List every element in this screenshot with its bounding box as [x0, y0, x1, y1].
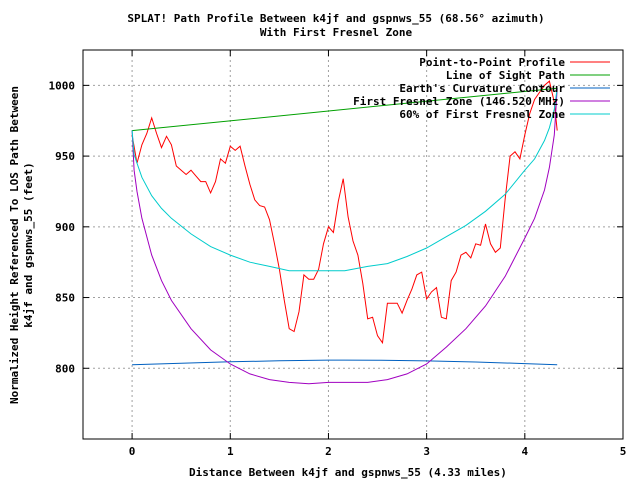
series-60-of-first-fresnel-zone	[131, 88, 558, 272]
chart-title: SPLAT! Path Profile Between k4jf and gsp…	[127, 12, 544, 25]
x-tick-label: 0	[129, 445, 136, 458]
y-axis-label-line2: k4jf and gspnws_55 (feet)	[22, 162, 35, 328]
y-axis-label-line1: Normalized Height Referenced To LOS Path…	[8, 86, 21, 404]
y-tick-label: 950	[55, 150, 75, 163]
y-tick-label: 900	[55, 221, 75, 234]
grid	[83, 50, 624, 439]
series-point-to-point-profile	[131, 80, 558, 345]
y-tick-label: 800	[55, 362, 75, 375]
y-tick-label: 1000	[49, 79, 76, 92]
legend-label: Line of Sight Path	[446, 69, 565, 82]
x-axis-label: Distance Between k4jf and gspnws_55 (4.3…	[189, 466, 507, 479]
x-tick-label: 1	[227, 445, 234, 458]
series-earth-s-curvature-contour	[132, 359, 558, 366]
axis-ticks: 0 1 2 3 4 5 800 850 900 950 1000	[49, 50, 627, 458]
plot-frame	[82, 49, 624, 440]
chart-subtitle: With First Fresnel Zone	[260, 26, 413, 39]
legend-label: Earth's Curvature Contour	[399, 82, 565, 95]
x-tick-label: 3	[423, 445, 430, 458]
legend-label: Point-to-Point Profile	[419, 56, 565, 69]
x-tick-label: 2	[325, 445, 332, 458]
x-tick-label: 5	[620, 445, 627, 458]
legend-label: First Fresnel Zone (146.520 MHz)	[353, 95, 565, 108]
x-tick-label: 4	[522, 445, 529, 458]
legend-label: 60% of First Fresnel Zone	[399, 108, 565, 121]
series-line-of-sight-path	[132, 87, 558, 132]
series-first-fresnel-zone-146-520-mhz	[131, 88, 558, 385]
y-tick-label: 850	[55, 292, 75, 305]
series-layer	[131, 80, 558, 385]
